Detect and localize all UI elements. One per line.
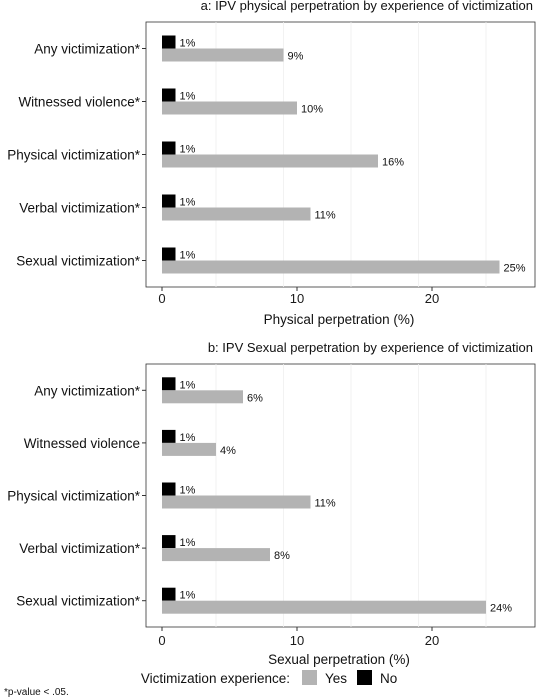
bar-yes bbox=[162, 495, 311, 509]
bar-yes-label: 11% bbox=[315, 498, 336, 510]
bar-yes-label: 4% bbox=[220, 445, 236, 457]
legend-swatch-no bbox=[357, 670, 372, 685]
bar-no bbox=[162, 482, 176, 496]
bar-no bbox=[162, 247, 176, 261]
legend-label-no: No bbox=[380, 671, 397, 686]
bar-yes bbox=[162, 548, 270, 562]
x-tick-label: 20 bbox=[425, 291, 439, 306]
bar-no bbox=[162, 587, 176, 601]
panel-title: b: IPV Sexual perpetration by experience… bbox=[208, 340, 533, 355]
bar-yes bbox=[162, 260, 500, 274]
legend-label-yes: Yes bbox=[325, 671, 347, 686]
bar-yes-label: 8% bbox=[274, 550, 290, 562]
x-axis-title: Sexual perpetration (%) bbox=[268, 652, 410, 667]
category-label: Witnessed violence* bbox=[18, 95, 140, 110]
category-label: Witnessed violence bbox=[24, 436, 140, 451]
bar-yes-label: 9% bbox=[288, 51, 304, 63]
bar-no-label: 1% bbox=[180, 379, 196, 391]
bar-yes-label: 6% bbox=[247, 392, 263, 404]
bar-yes bbox=[162, 48, 284, 62]
category-label: Any victimization* bbox=[34, 383, 141, 398]
bar-no-label: 1% bbox=[180, 432, 196, 444]
bar-no bbox=[162, 377, 176, 391]
bar-yes bbox=[162, 207, 311, 221]
bar-no-label: 1% bbox=[180, 250, 196, 262]
bar-yes bbox=[162, 390, 243, 404]
x-tick-label: 10 bbox=[290, 633, 304, 648]
x-tick-label: 20 bbox=[425, 633, 439, 648]
bar-no bbox=[162, 88, 176, 102]
x-tick-label: 0 bbox=[158, 291, 165, 306]
bar-yes bbox=[162, 154, 378, 168]
x-tick-label: 10 bbox=[290, 291, 304, 306]
bar-no-label: 1% bbox=[180, 537, 196, 549]
category-label: Sexual victimization* bbox=[16, 254, 141, 269]
bar-yes-label: 10% bbox=[301, 104, 323, 116]
panel-title: a: IPV physical perpetration by experien… bbox=[201, 0, 533, 13]
category-label: Verbal victimization* bbox=[19, 541, 141, 556]
bar-no bbox=[162, 535, 176, 549]
bar-no-label: 1% bbox=[180, 197, 196, 209]
bar-no bbox=[162, 194, 176, 208]
panel-a: a: IPV physical perpetration by experien… bbox=[7, 0, 536, 327]
category-label: Physical victimization* bbox=[7, 489, 141, 504]
bar-yes-label: 11% bbox=[315, 210, 336, 222]
bar-yes bbox=[162, 442, 216, 456]
x-tick-label: 0 bbox=[158, 633, 165, 648]
bar-no-label: 1% bbox=[180, 38, 196, 50]
bar-yes-label: 16% bbox=[382, 157, 404, 169]
category-label: Verbal victimization* bbox=[19, 201, 141, 216]
legend: Victimization experience: Yes No bbox=[141, 670, 397, 686]
category-label: Sexual victimization* bbox=[16, 594, 141, 609]
bar-no bbox=[162, 141, 176, 155]
x-axis-title: Physical perpetration (%) bbox=[264, 312, 415, 327]
bar-yes bbox=[162, 101, 297, 115]
bar-no-label: 1% bbox=[180, 91, 196, 103]
category-label: Any victimization* bbox=[34, 42, 141, 57]
bar-yes-label: 25% bbox=[504, 263, 526, 275]
bar-no bbox=[162, 429, 176, 443]
bar-yes bbox=[162, 600, 486, 614]
bar-no-label: 1% bbox=[180, 590, 196, 602]
legend-title: Victimization experience: bbox=[141, 671, 290, 686]
bar-yes-label: 24% bbox=[490, 603, 512, 615]
bar-no-label: 1% bbox=[180, 144, 196, 156]
category-label: Physical victimization* bbox=[7, 148, 141, 163]
panel-b: b: IPV Sexual perpetration by experience… bbox=[7, 340, 536, 667]
bar-no-label: 1% bbox=[180, 485, 196, 497]
footnote: *p-value < .05. bbox=[4, 687, 69, 698]
bar-no bbox=[162, 35, 176, 49]
legend-swatch-yes bbox=[302, 670, 317, 685]
